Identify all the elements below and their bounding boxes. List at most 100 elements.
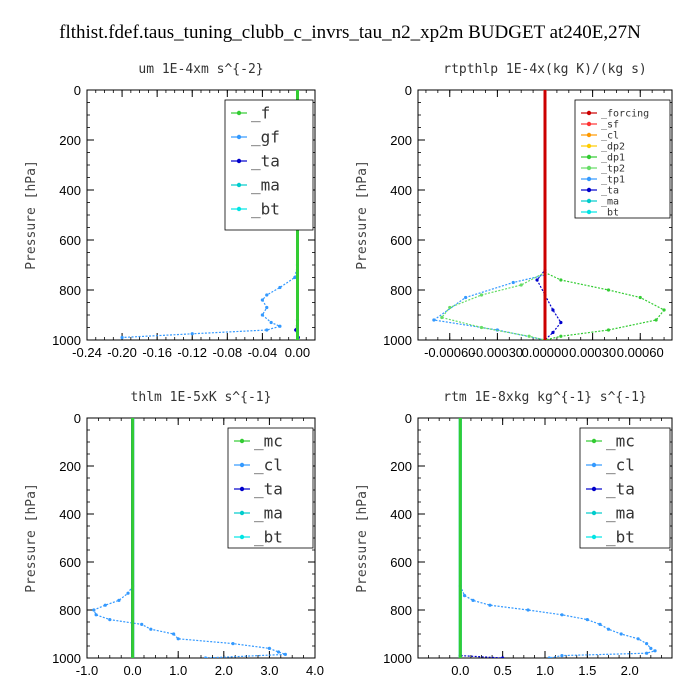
x-tick-label: -1.0 bbox=[76, 663, 98, 678]
legend-marker bbox=[586, 165, 592, 171]
legend-label: _bt bbox=[601, 208, 619, 219]
legend-marker bbox=[239, 462, 245, 468]
legend-marker bbox=[586, 154, 592, 160]
legend-marker bbox=[586, 110, 592, 116]
y-tick-label: 200 bbox=[59, 459, 81, 474]
data-point bbox=[265, 328, 269, 332]
x-tick-label: 0.00060 bbox=[617, 345, 664, 360]
legend-label: _ta bbox=[254, 480, 283, 499]
y-axis-label: Pressure [hPa] bbox=[24, 160, 39, 270]
series-group bbox=[458, 418, 657, 658]
y-tick-label: 800 bbox=[59, 603, 81, 618]
legend-label: _ma bbox=[251, 176, 280, 195]
data-point bbox=[606, 328, 611, 332]
legend-label: _f bbox=[251, 104, 270, 123]
data-point bbox=[535, 278, 539, 282]
legend-label: _ta bbox=[606, 480, 635, 499]
x-tick-label: 3.0 bbox=[260, 663, 278, 678]
y-tick-label: 1000 bbox=[383, 651, 412, 666]
legend-label: _gf bbox=[251, 128, 280, 147]
data-point bbox=[598, 622, 602, 627]
y-tick-label: 600 bbox=[390, 555, 412, 570]
y-tick-label: 600 bbox=[59, 555, 81, 570]
data-point bbox=[649, 646, 653, 651]
legend-marker bbox=[586, 143, 592, 149]
data-point bbox=[511, 280, 515, 285]
legend-marker bbox=[236, 206, 242, 212]
legend-marker bbox=[591, 486, 597, 492]
data-point bbox=[231, 642, 235, 646]
data-point bbox=[295, 90, 300, 92]
y-tick-label: 0 bbox=[405, 411, 412, 426]
legend-marker bbox=[586, 176, 592, 182]
x-tick-label: 2.0 bbox=[215, 663, 233, 678]
x-tick-label: -0.04 bbox=[248, 345, 278, 360]
y-tick-label: 400 bbox=[390, 507, 412, 522]
x-tick-label: -0.08 bbox=[212, 345, 242, 360]
legend-label: _mc bbox=[606, 432, 635, 451]
y-axis-label: Pressure [hPa] bbox=[24, 483, 39, 593]
data-point bbox=[203, 656, 208, 658]
data-point bbox=[527, 334, 531, 338]
data-point bbox=[458, 418, 462, 420]
data-point bbox=[283, 652, 287, 657]
data-point bbox=[269, 320, 273, 325]
series-group bbox=[92, 418, 287, 658]
x-tick-label: 0.5 bbox=[494, 663, 512, 678]
y-tick-label: 800 bbox=[59, 283, 81, 298]
figure-title: flthist.fdef.taus_tuning_clubb_c_invrs_t… bbox=[59, 22, 641, 43]
data-point bbox=[547, 656, 551, 658]
data-point bbox=[265, 293, 269, 297]
panel-1: um 1E-4xm s^{-2} Pressure [hPa] -0.24 -0.20… bbox=[24, 62, 316, 360]
series-group bbox=[432, 90, 666, 340]
legend-marker bbox=[591, 510, 597, 516]
data-point bbox=[278, 324, 282, 328]
x-tick-label: -0.12 bbox=[177, 345, 207, 360]
y-tick-label: 800 bbox=[390, 283, 412, 298]
y-tick-label: 600 bbox=[59, 233, 81, 248]
data-point bbox=[94, 613, 98, 617]
panel-title: um 1E-4xm s^{-2} bbox=[138, 62, 263, 77]
legend-marker bbox=[236, 182, 242, 188]
series-line-tp1 bbox=[432, 90, 546, 340]
legend-box bbox=[574, 99, 671, 219]
data-point bbox=[276, 650, 281, 654]
data-point bbox=[131, 656, 135, 658]
legend-marker bbox=[236, 134, 242, 140]
y-tick-label: 1000 bbox=[52, 651, 81, 666]
x-tick-label: 0.00 bbox=[285, 345, 310, 360]
series-line-cl bbox=[459, 418, 657, 658]
legend-marker bbox=[236, 158, 242, 164]
data-point bbox=[103, 603, 107, 607]
data-point bbox=[260, 313, 264, 317]
y-tick-label: 200 bbox=[59, 133, 81, 148]
x-tick-label: -0.24 bbox=[72, 345, 102, 360]
data-point bbox=[551, 308, 555, 312]
data-point bbox=[560, 613, 564, 617]
panels-container: um 1E-4xm s^{-2} Pressure [hPa] -0.24 -0.20… bbox=[24, 62, 673, 678]
y-tick-label: 0 bbox=[74, 83, 81, 98]
panel-2: rtpthlp 1E-4x(kg K)/(kg s) Pressure [hPa]… bbox=[355, 62, 673, 360]
data-point bbox=[638, 295, 642, 300]
legend-label: _bt bbox=[251, 200, 280, 219]
y-tick-label: 400 bbox=[59, 183, 81, 198]
series-line-ta bbox=[459, 418, 503, 658]
data-point bbox=[488, 603, 492, 607]
legend-label: _cl bbox=[254, 456, 283, 475]
y-tick-label: 0 bbox=[74, 411, 81, 426]
data-point bbox=[662, 308, 666, 312]
data-point bbox=[462, 594, 467, 598]
data-point bbox=[190, 332, 194, 336]
data-point bbox=[559, 334, 563, 338]
data-point bbox=[654, 318, 658, 322]
x-tick-label: -0.20 bbox=[107, 345, 137, 360]
data-point bbox=[543, 338, 547, 340]
legend-marker bbox=[586, 187, 592, 193]
data-point bbox=[176, 637, 180, 641]
y-axis-label: Pressure [hPa] bbox=[355, 160, 370, 270]
data-point bbox=[543, 90, 547, 92]
legend: _forcing_sf_cl_dp2_dp1_tp2_tp1_ta_ma_bt bbox=[574, 99, 671, 219]
data-point bbox=[560, 654, 564, 658]
panel-title: rtm 1E-8xkg kg^{-1} s^{-1} bbox=[443, 390, 647, 405]
legend-label: _ta bbox=[601, 186, 619, 197]
